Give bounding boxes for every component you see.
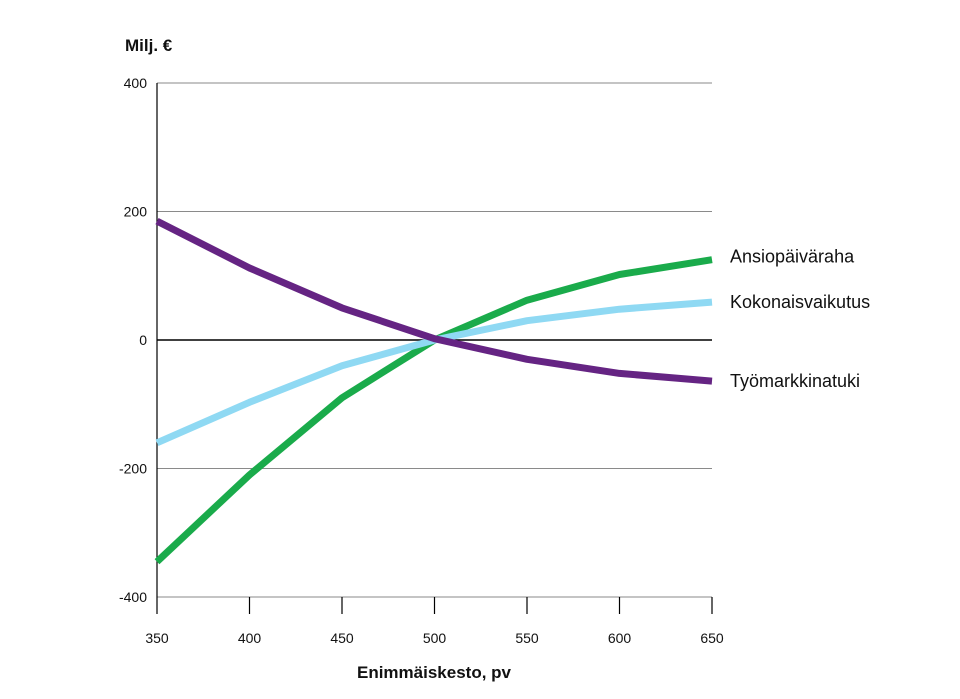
x-tick-label: 550 xyxy=(515,630,539,646)
series-lines xyxy=(154,217,713,565)
x-tick-label: 450 xyxy=(330,630,354,646)
x-tick-label: 650 xyxy=(700,630,724,646)
x-tick-label: 600 xyxy=(608,630,632,646)
y-axis-label: Milj. € xyxy=(125,36,173,55)
series-line xyxy=(155,217,713,385)
y-tick-label: -400 xyxy=(119,589,147,605)
series-labels: Ansiopäiväraha Kokonaisvaikutus Työmarkkin… xyxy=(730,247,870,391)
y-tick-label: -200 xyxy=(119,461,147,477)
x-axis-label: Enimmäiskesto, pv xyxy=(357,663,512,682)
series-label: Kokonaisvaikutus xyxy=(730,292,870,312)
x-tick-label: 500 xyxy=(423,630,447,646)
axes: 400 200 0 -200 -400 350 400 450 500 550 600 650 xyxy=(119,75,724,646)
y-tick-label: 400 xyxy=(124,75,148,91)
series-label: Työmarkkinatuki xyxy=(730,371,860,391)
y-tick-label: 0 xyxy=(139,332,147,348)
series-label: Ansiopäiväraha xyxy=(730,247,855,267)
x-tick-label: 400 xyxy=(238,630,262,646)
x-tick-label: 350 xyxy=(145,630,169,646)
y-tick-label: 200 xyxy=(124,204,148,220)
